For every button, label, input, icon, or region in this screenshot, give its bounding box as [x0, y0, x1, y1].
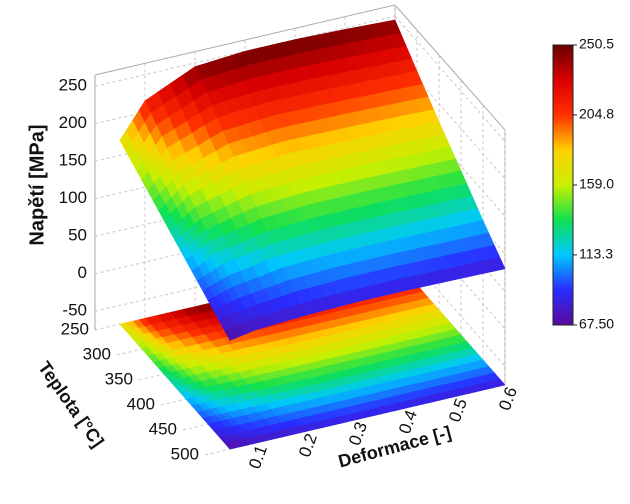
grid-line — [394, 53, 506, 180]
floor-projection-cell — [210, 381, 284, 419]
surface-cell — [238, 153, 312, 220]
floor-projection-cell — [141, 343, 190, 375]
floor-projection-cell — [288, 333, 362, 371]
colorbar-tick-label: 250.5 — [579, 36, 614, 52]
colorbar-tick-label: 159.0 — [579, 176, 614, 192]
surface-cell — [260, 203, 334, 269]
colorbar-tick-label: 204.8 — [579, 106, 614, 122]
y-tick-label: 450 — [149, 419, 177, 438]
y-tick-label: 350 — [105, 369, 133, 388]
z-tick-label: 250 — [59, 76, 87, 95]
colorbar — [552, 44, 574, 326]
z-tick-label: 50 — [68, 226, 87, 245]
floor-projection-cell — [410, 334, 484, 372]
surface-cell — [344, 19, 418, 82]
x-tick-label: 0.1 — [245, 443, 271, 472]
surface-patch — [141, 347, 155, 356]
surface-cell — [216, 102, 290, 170]
floor-projection-cell — [310, 358, 384, 396]
surface-cell — [207, 286, 256, 341]
surface-cell — [360, 181, 434, 243]
surface-cell — [282, 253, 356, 316]
floor-projection-cell — [282, 394, 356, 432]
surface-cell — [410, 170, 484, 232]
floor-projection-cell — [432, 359, 506, 397]
floor-projection-cell — [382, 371, 456, 409]
floor-projection-cell — [260, 369, 334, 407]
surface-cell — [288, 142, 362, 205]
surface-patch — [207, 422, 221, 431]
y-tick-label: 300 — [83, 344, 111, 363]
z-tick-label: 0 — [78, 263, 87, 282]
floor-projection-cell — [316, 296, 390, 334]
surface-cell — [332, 241, 406, 303]
surface-cell — [266, 91, 340, 155]
grid-line — [394, 203, 506, 330]
z-tick-label: 200 — [59, 113, 87, 132]
y-tick-label: 400 — [127, 394, 155, 413]
x-tick-label: 0.6 — [495, 384, 521, 413]
surface-patch — [207, 296, 221, 311]
floor-projection-cell — [238, 344, 312, 382]
floor-projection-cell — [119, 318, 168, 350]
floor-projection-cell — [207, 418, 256, 450]
z-tick-label: -50 — [62, 301, 87, 320]
floor-projection-cell — [332, 383, 406, 421]
surface-cell — [244, 39, 318, 103]
z-axis-label: Napětí [MPa] — [26, 124, 48, 245]
y-tick-label: 250 — [61, 319, 89, 338]
y-axis-label: Teplota [°C] — [34, 358, 108, 451]
surface-cell — [210, 218, 284, 288]
y-tick-label: 500 — [171, 444, 199, 463]
surface-patch — [185, 397, 199, 406]
surface-cell — [188, 168, 262, 242]
floor-projection-cell — [360, 346, 434, 384]
floor-projection-cell — [166, 331, 240, 369]
surface-cell — [185, 240, 234, 301]
z-tick-label: 150 — [59, 151, 87, 170]
surface-cell — [232, 267, 306, 331]
grid-line — [394, 15, 506, 142]
grid-line — [394, 90, 506, 217]
surface-patch — [119, 322, 133, 331]
surface-cell — [316, 81, 390, 144]
x-tick-label: 0.2 — [295, 431, 321, 460]
surface-patch — [163, 372, 177, 381]
z-tick-label: 100 — [59, 188, 87, 207]
surface-cell — [166, 117, 240, 197]
colorbar-tick-label: 67.50 — [579, 316, 614, 332]
surface-cell — [141, 147, 190, 221]
surface-patch — [141, 171, 155, 191]
x-tick-label: 0.5 — [445, 396, 471, 425]
surface-cell — [338, 131, 412, 193]
surface-patch — [185, 255, 199, 271]
floor-projection-cell — [185, 393, 234, 425]
grid-line — [394, 240, 506, 367]
surface-cell — [310, 192, 384, 255]
floor-projection-cell — [232, 406, 306, 444]
surface-patch — [119, 129, 133, 151]
box-edge — [394, 4, 506, 131]
surface-cell — [432, 220, 506, 281]
surface-patch — [163, 213, 177, 231]
surface-cell — [388, 121, 462, 183]
surface-cell — [366, 70, 440, 133]
colorbar-tick-label: 113.3 — [579, 246, 613, 262]
